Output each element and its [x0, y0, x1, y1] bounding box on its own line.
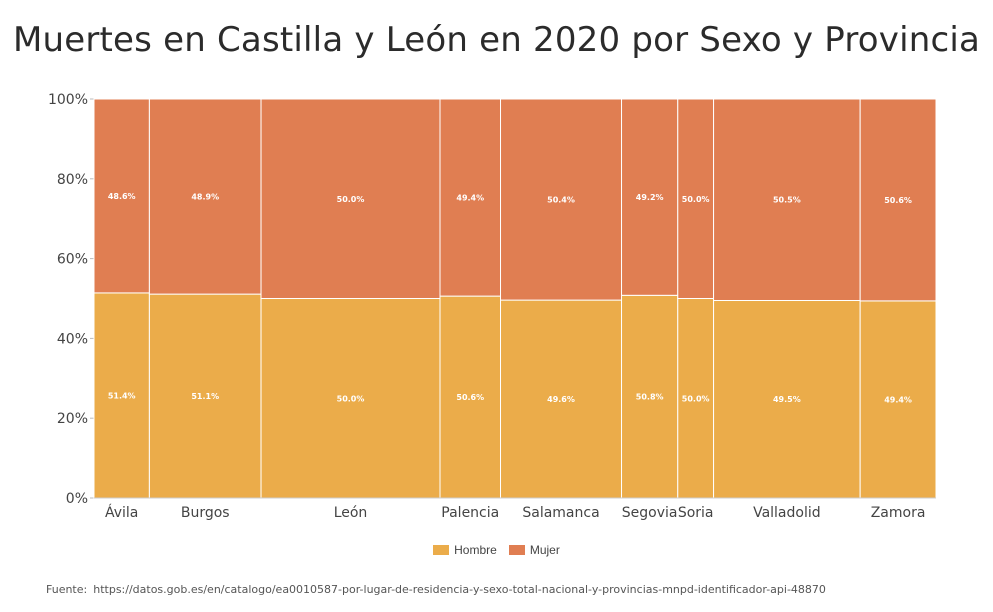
chart-canvas: 0% 20% 40% 60% 80% 100% 51.4% 48.6% Ávila 51.1% 48…	[48, 92, 937, 521]
legend-item-hombre[interactable]: Hombre	[433, 543, 497, 557]
data-label-hombre: 51.1%	[191, 392, 219, 401]
legend-swatch-mujer	[508, 545, 525, 555]
y-tick-label: 80%	[57, 172, 88, 188]
bar-hombre	[713, 299, 861, 499]
data-label-mujer: 50.4%	[547, 196, 575, 205]
x-tick-label: Zamora	[871, 505, 926, 521]
bar-mujer	[93, 98, 150, 294]
chart-title: Muertes en Castilla y León en 2020 por S…	[12, 20, 981, 60]
legend: Hombre Mujer	[0, 543, 993, 557]
x-tick-label: León	[334, 505, 368, 521]
bar-hombre	[859, 300, 937, 499]
bar-mujer	[677, 98, 715, 299]
y-tick-label: 40%	[57, 331, 88, 347]
data-label-mujer: 50.0%	[337, 195, 365, 204]
bar-hombre	[500, 299, 623, 499]
y-tick-label: 20%	[57, 411, 88, 427]
data-label-mujer: 49.4%	[456, 194, 484, 203]
data-label-mujer: 50.0%	[682, 195, 710, 204]
x-tick-label: Segovia	[622, 505, 678, 521]
x-tick-label: Burgos	[181, 505, 230, 521]
bar-mujer	[713, 98, 861, 301]
data-label-hombre: 51.4%	[108, 391, 136, 400]
data-label-hombre: 50.6%	[456, 393, 484, 402]
legend-swatch-hombre	[433, 545, 450, 555]
data-label-hombre: 49.6%	[547, 395, 575, 404]
source-note: Fuente: https://datos.gob.es/en/catalogo/…	[46, 583, 832, 596]
bar-mujer	[859, 98, 937, 302]
data-label-hombre: 50.0%	[682, 394, 710, 403]
legend-label-mujer: Mujer	[529, 543, 560, 557]
data-label-hombre: 49.4%	[884, 395, 912, 404]
data-label-hombre: 50.0%	[337, 394, 365, 403]
legend-label-hombre: Hombre	[454, 543, 497, 557]
y-tick-label: 60%	[57, 252, 88, 268]
bar-mujer	[260, 98, 441, 299]
bar-mujer	[500, 98, 623, 301]
data-label-hombre: 49.5%	[773, 395, 801, 404]
bar-mujer	[148, 98, 262, 295]
legend-item-mujer[interactable]: Mujer	[508, 543, 560, 557]
x-tick-label: Soria	[678, 505, 714, 521]
x-tick-label: Ávila	[105, 504, 138, 521]
data-label-mujer: 48.9%	[191, 193, 219, 202]
source-label: Fuente:	[46, 583, 88, 596]
data-label-mujer: 49.2%	[636, 193, 664, 202]
data-label-mujer: 48.6%	[108, 192, 136, 201]
data-label-mujer: 50.5%	[773, 196, 801, 205]
x-tick-label: Valladolid	[753, 505, 821, 521]
source-url: https://datos.gob.es/en/catalogo/ea00105…	[93, 583, 826, 596]
x-tick-label: Salamanca	[522, 505, 599, 521]
y-tick-label: 100%	[48, 92, 88, 108]
data-label-hombre: 50.8%	[636, 393, 664, 402]
y-tick-label: 0%	[66, 491, 88, 507]
x-tick-label: Palencia	[441, 505, 499, 521]
data-label-mujer: 50.6%	[884, 196, 912, 205]
bar-mujer	[439, 98, 502, 297]
